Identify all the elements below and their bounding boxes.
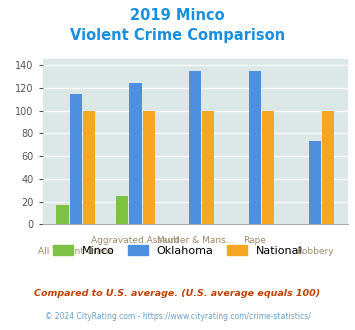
Text: 2019 Minco: 2019 Minco bbox=[130, 8, 225, 23]
Text: Robbery: Robbery bbox=[296, 248, 334, 256]
Text: Violent Crime Comparison: Violent Crime Comparison bbox=[70, 28, 285, 43]
Bar bbox=[56, 205, 69, 224]
Bar bbox=[189, 71, 201, 224]
Bar bbox=[309, 141, 321, 224]
Text: Rape: Rape bbox=[244, 236, 267, 245]
Bar bbox=[262, 111, 274, 224]
Text: Aggravated Assault: Aggravated Assault bbox=[91, 236, 180, 245]
Text: © 2024 CityRating.com - https://www.cityrating.com/crime-statistics/: © 2024 CityRating.com - https://www.city… bbox=[45, 312, 310, 321]
Bar bbox=[322, 111, 334, 224]
Bar bbox=[130, 83, 142, 224]
Bar bbox=[249, 71, 261, 224]
Bar bbox=[143, 111, 155, 224]
Legend: Minco, Oklahoma, National: Minco, Oklahoma, National bbox=[48, 240, 307, 260]
Text: Murder & Mans...: Murder & Mans... bbox=[157, 236, 234, 245]
Bar bbox=[70, 93, 82, 224]
Text: Compared to U.S. average. (U.S. average equals 100): Compared to U.S. average. (U.S. average … bbox=[34, 289, 321, 298]
Bar bbox=[116, 196, 129, 224]
Text: All Violent Crime: All Violent Crime bbox=[38, 248, 114, 256]
Bar bbox=[83, 111, 95, 224]
Bar bbox=[202, 111, 214, 224]
